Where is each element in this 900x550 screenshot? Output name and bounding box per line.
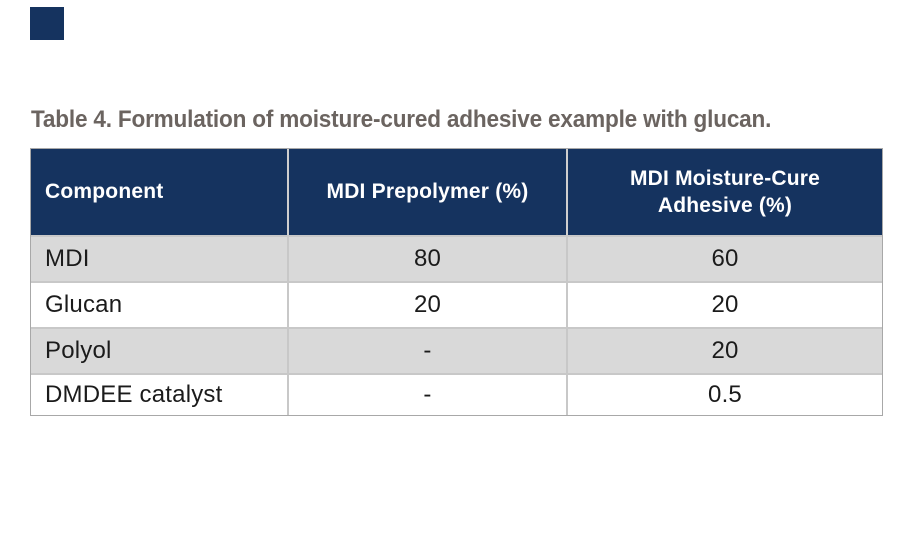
table-cell-prepolymer: 20	[289, 281, 568, 327]
table-cell-adhesive: 60	[568, 235, 882, 281]
table-cell-component: Glucan	[31, 281, 289, 327]
table-cell-component: DMDEE catalyst	[31, 373, 289, 415]
table-cell-adhesive: 0.5	[568, 373, 882, 415]
header-cell-mdi-prepolymer: MDI Prepolymer (%)	[289, 149, 568, 235]
page-fragment-block	[30, 7, 64, 40]
table-cell-component: Polyol	[31, 327, 289, 373]
header-cell-component: Component	[31, 149, 289, 235]
table-cell-prepolymer: 80	[289, 235, 568, 281]
table-cell-prepolymer: -	[289, 373, 568, 415]
table-cell-prepolymer: -	[289, 327, 568, 373]
table-cell-component: MDI	[31, 235, 289, 281]
header-cell-label: MDI Moisture-Cure Adhesive (%)	[629, 166, 821, 217]
table-cell-adhesive: 20	[568, 281, 882, 327]
table-cell-adhesive: 20	[568, 327, 882, 373]
table-title: Table 4. Formulation of moisture-cured a…	[31, 106, 772, 133]
formulation-table: Component MDI Prepolymer (%) MDI Moistur…	[30, 148, 883, 416]
header-cell-mdi-moisture-cure-adhesive: MDI Moisture-Cure Adhesive (%)	[568, 149, 882, 235]
